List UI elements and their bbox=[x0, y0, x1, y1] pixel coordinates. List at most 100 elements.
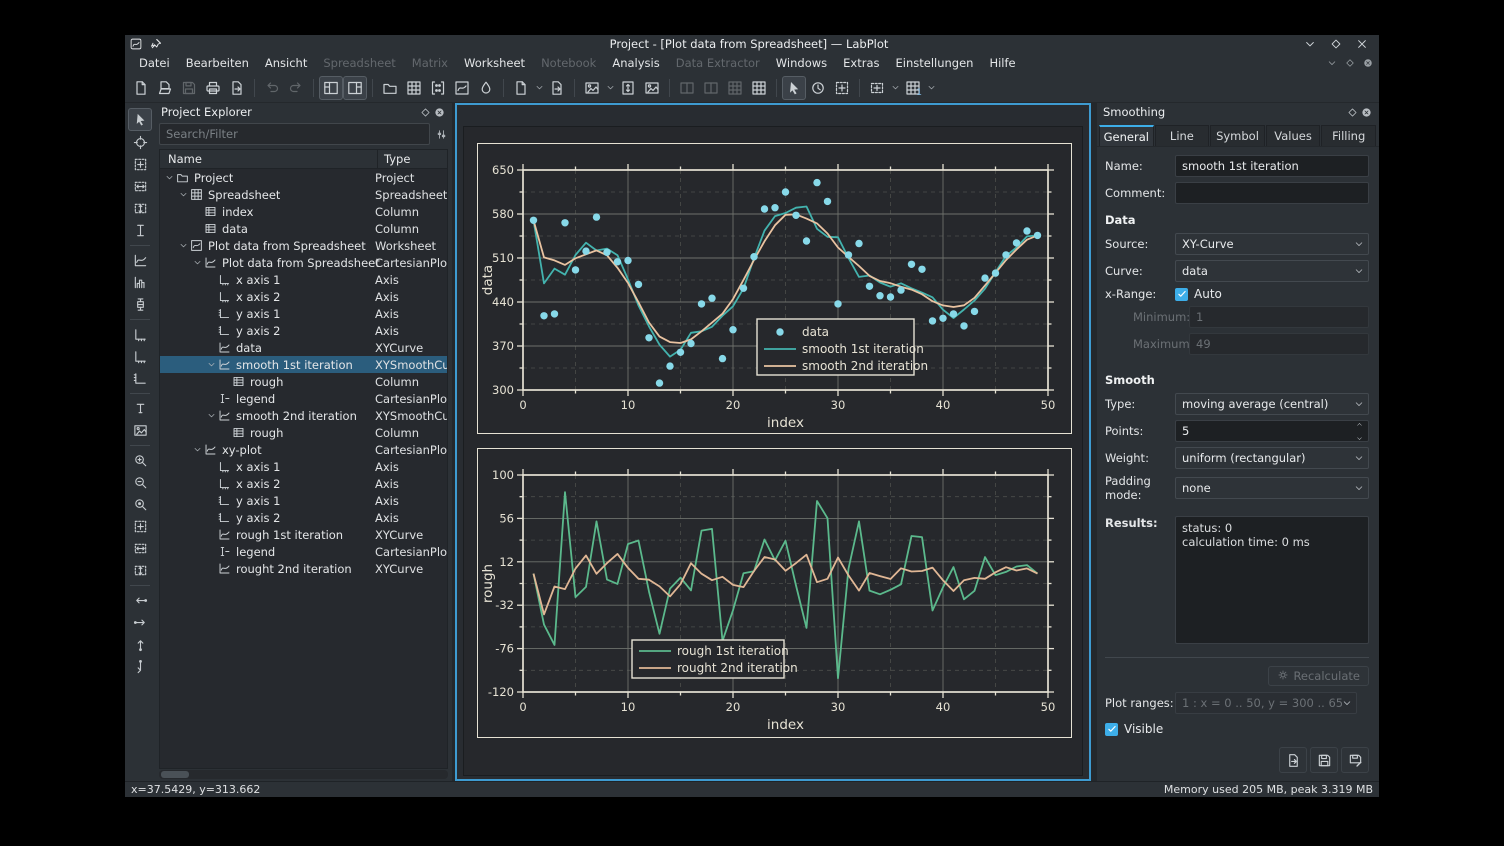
tree-row-x-axis-2[interactable]: x axis 2 Axis bbox=[160, 288, 447, 305]
new-datasource-button[interactable] bbox=[509, 76, 533, 100]
menu-hilfe[interactable]: Hilfe bbox=[989, 56, 1016, 70]
explorer-hscrollbar[interactable] bbox=[159, 770, 448, 779]
toolbox-histogram-button[interactable] bbox=[129, 272, 151, 293]
tree-row-legend[interactable]: legend CartesianPlotLegend bbox=[160, 543, 447, 560]
subwindow-minimize-button[interactable] bbox=[1325, 56, 1339, 70]
save-as-template-button[interactable] bbox=[1341, 747, 1369, 773]
new-datasource-dropdown-icon[interactable] bbox=[533, 76, 545, 100]
explorer-float-button[interactable] bbox=[418, 105, 432, 119]
tree-row-legend[interactable]: legend CartesianPlotLegend bbox=[160, 390, 447, 407]
minimum-field[interactable] bbox=[1189, 306, 1369, 328]
menu-datei[interactable]: Datei bbox=[139, 56, 170, 70]
new-matrix-button[interactable] bbox=[426, 76, 450, 100]
toolbox-zoom-select-button[interactable] bbox=[129, 154, 151, 175]
expand-chevron-icon[interactable] bbox=[178, 190, 188, 200]
tree-row-data[interactable]: data XYCurve bbox=[160, 339, 447, 356]
print-button[interactable] bbox=[201, 76, 225, 100]
toolbox-xy-curve-button[interactable] bbox=[129, 250, 151, 271]
maximize-button[interactable] bbox=[1329, 37, 1343, 51]
menu-extras[interactable]: Extras bbox=[843, 56, 880, 70]
tree-row-rought-2nd-iteration[interactable]: rought 2nd iteration XYCurve bbox=[160, 560, 447, 577]
new-document-button[interactable] bbox=[129, 76, 153, 100]
toolbox-measure-button[interactable] bbox=[129, 220, 151, 241]
toolbox-axis-button[interactable] bbox=[129, 324, 151, 345]
toolbox-zoom-fit-button[interactable] bbox=[129, 516, 151, 537]
expand-chevron-icon[interactable] bbox=[206, 360, 216, 370]
tree-row-y-axis-2[interactable]: y axis 2 Axis bbox=[160, 322, 447, 339]
tree-row-rough[interactable]: rough Column bbox=[160, 424, 447, 441]
visible-checkbox[interactable] bbox=[1105, 722, 1118, 736]
toolbox-zoom-fit-y-button[interactable] bbox=[129, 560, 151, 581]
filter-options-icon[interactable] bbox=[434, 127, 448, 141]
tree-row-smooth-1st-iteration[interactable]: smooth 1st iteration XYSmoothCurve bbox=[160, 356, 447, 373]
tab-values[interactable]: Values bbox=[1265, 125, 1321, 146]
tree-row-y-axis-1[interactable]: y axis 1 Axis bbox=[160, 492, 447, 509]
pin-icon[interactable] bbox=[149, 37, 163, 51]
tab-line[interactable]: Line bbox=[1154, 125, 1210, 146]
load-template-button[interactable] bbox=[1279, 747, 1307, 773]
toolbox-zoom-y-select-button[interactable] bbox=[129, 198, 151, 219]
toolbox-zoom-in-button[interactable] bbox=[129, 450, 151, 471]
toolbox-axis-horizontal-button[interactable] bbox=[129, 346, 151, 367]
fit-page-width-button[interactable] bbox=[640, 76, 664, 100]
tree-row-spreadsheet[interactable]: Spreadsheet Spreadsheet bbox=[160, 186, 447, 203]
toolbox-zoom-origin-button[interactable] bbox=[129, 494, 151, 515]
toggle-properties-dock-button[interactable] bbox=[343, 75, 367, 100]
recalculate-button[interactable]: Recalculate bbox=[1268, 666, 1369, 686]
tree-row-plot-data-from-spreadsheet[interactable]: Plot data from Spreadsheet Worksheet bbox=[160, 237, 447, 254]
source-combobox[interactable]: XY-Curve bbox=[1175, 233, 1369, 255]
toolbox-zoom-x-select-button[interactable] bbox=[129, 176, 151, 197]
toolbox-axis-vertical-button[interactable] bbox=[129, 368, 151, 389]
close-button[interactable] bbox=[1355, 37, 1369, 51]
tree-row-xy-plot[interactable]: xy-plot CartesianPlot bbox=[160, 441, 447, 458]
menu-ansicht[interactable]: Ansicht bbox=[264, 56, 308, 70]
toolbox-crosshair-button[interactable] bbox=[129, 132, 151, 153]
name-field[interactable] bbox=[1175, 155, 1369, 177]
splitter-right[interactable] bbox=[1091, 103, 1097, 781]
tree-row-plot-data-from-spreadsheet[interactable]: Plot data from Spreadsheet CartesianPlot bbox=[160, 254, 447, 271]
tree-row-index[interactable]: index Column bbox=[160, 203, 447, 220]
plot-ranges-combobox[interactable]: 1 : x = 0 .. 50, y = 300 .. 650 bbox=[1175, 692, 1357, 714]
magnification-dropdown-icon[interactable] bbox=[889, 76, 901, 100]
magnification-button[interactable] bbox=[865, 76, 889, 100]
tree-row-data[interactable]: data Column bbox=[160, 220, 447, 237]
maximum-field[interactable] bbox=[1189, 333, 1369, 355]
zoom-select-mode-button[interactable] bbox=[830, 76, 854, 100]
expand-chevron-icon[interactable] bbox=[192, 445, 202, 455]
expand-chevron-icon[interactable] bbox=[164, 173, 174, 183]
tree-row-y-axis-2[interactable]: y axis 2 Axis bbox=[160, 509, 447, 526]
spin-up-icon[interactable] bbox=[1355, 417, 1364, 431]
toolbox-shift-right-x-button[interactable] bbox=[129, 612, 151, 633]
tab-symbol[interactable]: Symbol bbox=[1210, 125, 1265, 146]
padding-mode-combobox[interactable]: none bbox=[1175, 477, 1369, 499]
import-file-button[interactable] bbox=[545, 76, 569, 100]
new-workbook-button[interactable] bbox=[378, 76, 402, 100]
toolbox-box-plot-button[interactable] bbox=[129, 294, 151, 315]
subwindow-restore-button[interactable] bbox=[1343, 56, 1357, 70]
menu-worksheet[interactable]: Worksheet bbox=[464, 56, 526, 70]
type-combobox[interactable]: moving average (central) bbox=[1175, 393, 1369, 415]
spin-down-icon[interactable] bbox=[1355, 431, 1364, 445]
cursor-mode-button[interactable] bbox=[806, 76, 830, 100]
export-preview-button[interactable] bbox=[225, 76, 249, 100]
tree-row-rough[interactable]: rough Column bbox=[160, 373, 447, 390]
toolbox-text-label-button[interactable] bbox=[129, 398, 151, 419]
layout-grid-dropdown-icon[interactable] bbox=[925, 76, 937, 100]
fit-page-height-button[interactable] bbox=[616, 76, 640, 100]
expand-chevron-icon[interactable] bbox=[192, 258, 202, 268]
expand-chevron-icon[interactable] bbox=[206, 411, 216, 421]
toolbox-zoom-fit-x-button[interactable] bbox=[129, 538, 151, 559]
search-input[interactable] bbox=[159, 123, 430, 145]
toolbox-zoom-out-button[interactable] bbox=[129, 472, 151, 493]
tab-general[interactable]: General bbox=[1099, 125, 1154, 146]
tab-filling[interactable]: Filling bbox=[1321, 125, 1376, 146]
tree-row-rough-1st-iteration[interactable]: rough 1st iteration XYCurve bbox=[160, 526, 447, 543]
toolbox-image-button[interactable] bbox=[129, 420, 151, 441]
splitter-left[interactable] bbox=[452, 103, 455, 781]
window-grid-button[interactable] bbox=[747, 76, 771, 100]
toolbox-select-button[interactable] bbox=[128, 108, 152, 131]
menu-analysis[interactable]: Analysis bbox=[612, 56, 660, 70]
toolbox-shift-down-y-button[interactable] bbox=[129, 656, 151, 677]
tree-row-project[interactable]: Project Project bbox=[160, 169, 447, 186]
plot-rough-vs-index[interactable]: 0 10 20 30 40 50 -120 -76 -32 12 56 100 index rough ro… bbox=[477, 448, 1072, 738]
